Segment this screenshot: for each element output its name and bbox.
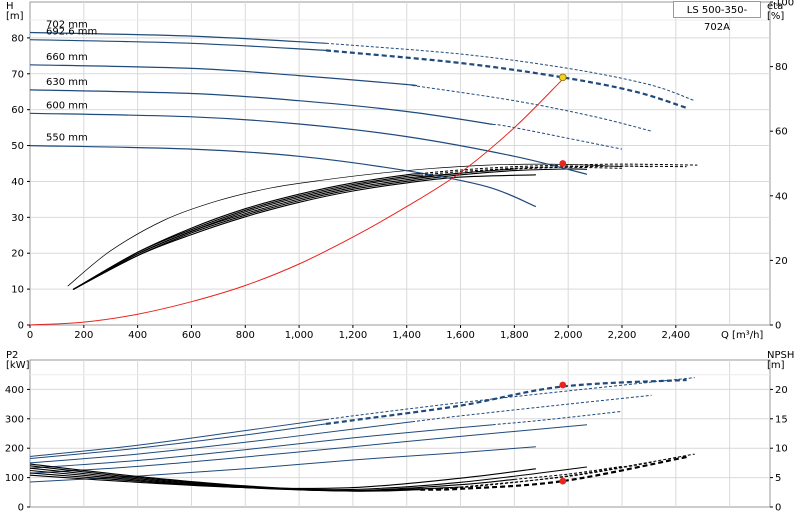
x-tick-label: 1,400 xyxy=(392,330,421,341)
x-tick-label: 600 xyxy=(182,330,201,341)
panel1-duty-point-marker xyxy=(558,73,567,82)
npsh-curve-6-solid xyxy=(29,468,536,490)
x-tick-label: 1,200 xyxy=(339,330,368,341)
panel1-right-axis-label: [%] xyxy=(767,11,784,22)
impeller-diameter-label: 550 mm xyxy=(46,133,88,144)
power-curve-1-solid xyxy=(29,419,327,457)
efficiency-curve-6-solid xyxy=(72,168,588,290)
panel2-duty-point-marker xyxy=(559,477,567,485)
efficiency-curve-4-dashed xyxy=(460,165,652,174)
power-curve-3-solid xyxy=(29,421,413,464)
power-curve-4-dashed xyxy=(492,410,623,426)
panel2-left-tick-label: 0 xyxy=(18,503,24,514)
panel2-left-tick-label: 200 xyxy=(5,444,24,455)
x-tick-label: 1,000 xyxy=(285,330,314,341)
panel2-right-tick-label: 5 xyxy=(775,473,781,484)
system-curve xyxy=(29,78,564,326)
panel2-left-axis-label: P2 xyxy=(6,350,18,361)
efficiency-curve-3-dashed xyxy=(420,165,687,176)
efficiency-curve-5-solid xyxy=(72,168,515,290)
panel1-duty-point-marker xyxy=(559,160,567,167)
power-curve-3-dashed xyxy=(412,394,652,423)
panel2-right-axis-label: NPSH xyxy=(767,350,794,361)
npsh-curve-1-dashed xyxy=(420,453,695,490)
panel1-left-tick-label: 0 xyxy=(18,321,24,332)
power-curve-5-solid xyxy=(29,424,588,474)
head-curve-2-dashed xyxy=(325,49,687,109)
panel1-left-tick-label: 20 xyxy=(11,249,24,260)
x-tick-label: 200 xyxy=(74,330,93,341)
panel1-right-tick-label: 40 xyxy=(775,191,788,202)
panel1-left-axis-label: H xyxy=(6,1,14,12)
head-curve-4-dashed xyxy=(492,123,623,150)
head-curve-1-dashed xyxy=(325,42,695,102)
panel1-right-tick-label: 80 xyxy=(775,62,788,73)
panel1-plot-frame xyxy=(29,1,771,326)
panel2-right-tick-label: 15 xyxy=(775,414,788,425)
panel1-left-tick-label: 50 xyxy=(11,141,24,152)
panel2-right-tick-label: 20 xyxy=(775,385,788,396)
panel2-right-axis-label: [m] xyxy=(767,360,785,371)
head-curve-1-solid xyxy=(29,31,327,44)
head-curve-3-solid xyxy=(29,64,418,87)
panel1-left-axis-label: [m] xyxy=(6,11,24,22)
impeller-diameter-label: 660 mm xyxy=(46,52,88,63)
x-tick-label: 2,400 xyxy=(661,330,690,341)
panel1-left-tick-label: 70 xyxy=(11,69,24,80)
impeller-diameter-label: 692.6 mm xyxy=(46,27,97,38)
panel1-left-tick-label: 30 xyxy=(11,213,24,224)
efficiency-curve-3-solid xyxy=(72,174,421,290)
panel1-left-tick-label: 10 xyxy=(11,285,24,296)
panel2-left-tick-label: 300 xyxy=(5,414,24,425)
panel1-right-tick-label: 0 xyxy=(775,321,781,332)
efficiency-curve-5-dashed xyxy=(514,166,623,170)
npsh-curve-5-solid xyxy=(29,466,588,491)
panel1-left-tick-label: 80 xyxy=(11,33,24,44)
panel2-left-axis-label: [kW] xyxy=(6,360,30,371)
head-curve-5-solid xyxy=(29,112,588,175)
head-curve-6-solid xyxy=(29,145,537,208)
x-tick-label: 0 xyxy=(27,330,33,341)
x-tick-label: 2,000 xyxy=(554,330,583,341)
npsh-curve-4-dashed xyxy=(514,465,623,480)
panel2-right-tick-label: 10 xyxy=(775,444,788,455)
power-curve-1-dashed xyxy=(325,377,695,420)
panel1-left-tick-label: 60 xyxy=(11,105,24,116)
panel1-right-tick-label: 100 xyxy=(775,0,794,9)
x-tick-label: 400 xyxy=(128,330,147,341)
x-tick-label: 1,800 xyxy=(500,330,529,341)
impeller-diameter-label: 630 mm xyxy=(46,77,88,88)
panel2-left-tick-label: 100 xyxy=(5,473,24,484)
power-curve-2-solid xyxy=(29,423,327,459)
panel1-right-axis-label: eta xyxy=(767,1,783,12)
panel2-left-tick-label: 400 xyxy=(5,385,24,396)
pump-model-label: LS 500-350-702A xyxy=(673,1,761,33)
x-tick-label: 2,200 xyxy=(608,330,637,341)
power-curve-2-dashed xyxy=(325,378,687,425)
impeller-diameter-label: 702 mm xyxy=(46,20,88,31)
head-curve-2-solid xyxy=(29,39,327,51)
panel1-right-tick-label: 60 xyxy=(775,127,788,138)
x-axis-label: Q [m³/h] xyxy=(721,330,763,341)
panel2-right-tick-label: 0 xyxy=(775,503,781,514)
head-curve-4-solid xyxy=(29,89,493,125)
impeller-diameter-label: 600 mm xyxy=(46,100,88,111)
power-curve-4-solid xyxy=(29,424,493,469)
panel2-duty-point-marker xyxy=(559,381,567,389)
x-tick-label: 800 xyxy=(236,330,255,341)
npsh-curve-3-solid xyxy=(29,467,461,492)
panel1-right-tick-label: 20 xyxy=(775,256,788,267)
panel1-left-tick-label: 40 xyxy=(11,177,24,188)
npsh-curve-2-dashed xyxy=(420,455,687,491)
x-tick-label: 1,600 xyxy=(446,330,475,341)
npsh-curve-3-dashed xyxy=(460,461,652,488)
efficiency-curve-2-dashed xyxy=(420,163,698,175)
